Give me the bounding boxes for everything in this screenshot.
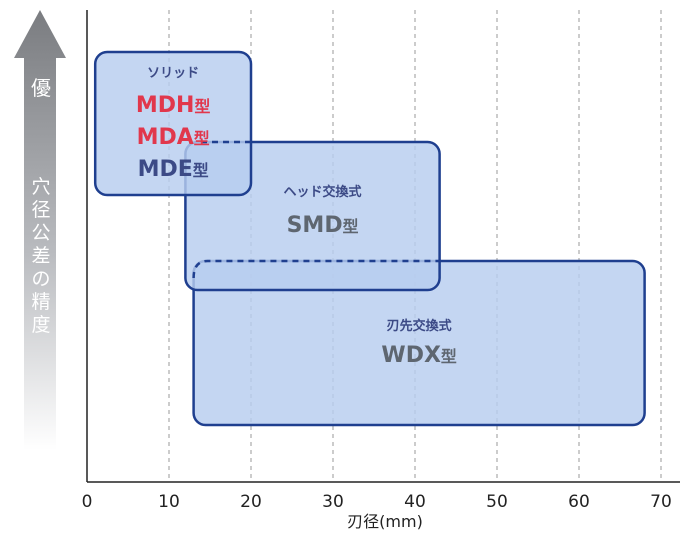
x-tick-label: 30 (322, 492, 344, 512)
x-tick-label: 40 (404, 492, 426, 512)
y-axis-title-char: の (31, 268, 51, 290)
category-label-head-exchange: ヘッド交換式 (283, 184, 361, 200)
type-label: SMD型 (287, 213, 359, 238)
x-tick-label: 10 (158, 492, 180, 512)
x-tick-label: 60 (568, 492, 590, 512)
hidden-edge-indexable (192, 259, 440, 279)
x-tick-label: 50 (486, 492, 508, 512)
type-label: MDA型 (137, 125, 210, 150)
y-axis-title-char: 公 (31, 222, 51, 244)
y-axis-title: 穴径公差の精度 (18, 176, 64, 476)
y-axis-arrow (14, 10, 66, 450)
y-axis-title-char: 度 (31, 314, 51, 336)
type-label: MDH型 (136, 93, 211, 118)
x-axis-title: 刃径(mm) (347, 512, 423, 531)
x-tick-label: 0 (82, 492, 93, 512)
x-tick-labels: 0 10 20 30 40 50 60 70 (82, 492, 672, 512)
y-axis-title-char: 穴 (31, 176, 51, 198)
category-label-indexable: 刃先交換式 (387, 318, 452, 334)
box-solid (93, 50, 253, 197)
type-label: MDE型 (138, 157, 209, 182)
category-label-solid: ソリッド (147, 66, 199, 81)
y-axis-title-char: 差 (31, 245, 51, 267)
type-label: WDX型 (381, 343, 457, 368)
y-axis-title-char: 径 (31, 199, 51, 221)
x-tick-label: 20 (240, 492, 262, 512)
y-axis-title-char: 精 (31, 291, 51, 313)
x-tick-label: 70 (650, 492, 672, 512)
y-axis-top-label: 優 (31, 76, 51, 100)
